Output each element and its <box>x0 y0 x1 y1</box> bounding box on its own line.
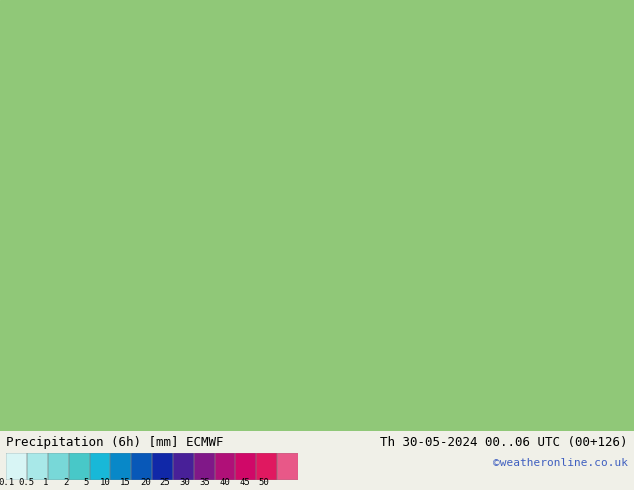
Bar <box>235 453 256 480</box>
Bar <box>48 453 69 480</box>
Text: 0.1: 0.1 <box>0 478 15 487</box>
Text: 40: 40 <box>219 478 230 487</box>
Bar <box>110 453 131 480</box>
Bar <box>89 453 110 480</box>
Text: 45: 45 <box>239 478 250 487</box>
Bar <box>69 453 89 480</box>
Bar <box>6 453 27 480</box>
Text: Th 30-05-2024 00..06 UTC (00+126): Th 30-05-2024 00..06 UTC (00+126) <box>380 436 628 449</box>
Bar <box>89 453 110 480</box>
Text: 25: 25 <box>160 478 171 487</box>
Text: Precipitation (6h) [mm] ECMWF: Precipitation (6h) [mm] ECMWF <box>6 436 224 449</box>
Bar <box>27 453 48 480</box>
Bar <box>256 453 277 480</box>
Bar <box>235 453 256 480</box>
Bar <box>173 453 194 480</box>
Text: ©weatheronline.co.uk: ©weatheronline.co.uk <box>493 458 628 467</box>
Bar <box>152 453 173 480</box>
Bar <box>277 453 298 480</box>
Bar <box>194 453 215 480</box>
Text: 30: 30 <box>179 478 190 487</box>
Text: 1: 1 <box>43 478 49 487</box>
Bar <box>48 453 69 480</box>
Text: 2: 2 <box>63 478 68 487</box>
Bar <box>6 453 27 480</box>
Text: 35: 35 <box>199 478 210 487</box>
Bar <box>173 453 194 480</box>
Bar <box>277 453 298 480</box>
Bar <box>110 453 131 480</box>
Bar <box>194 453 215 480</box>
Bar <box>256 453 277 480</box>
Text: 0.5: 0.5 <box>18 478 34 487</box>
Bar <box>215 453 235 480</box>
Text: 5: 5 <box>83 478 88 487</box>
Bar <box>131 453 152 480</box>
Bar <box>215 453 235 480</box>
Text: 20: 20 <box>140 478 151 487</box>
Text: 50: 50 <box>259 478 269 487</box>
Bar <box>131 453 152 480</box>
Bar <box>27 453 48 480</box>
Polygon shape <box>298 453 313 480</box>
Bar <box>69 453 89 480</box>
Bar <box>152 453 173 480</box>
Text: 10: 10 <box>100 478 111 487</box>
Text: 15: 15 <box>120 478 131 487</box>
